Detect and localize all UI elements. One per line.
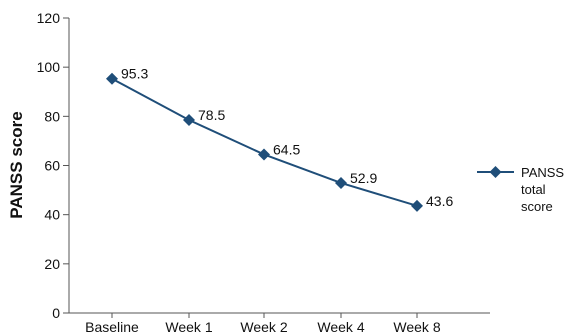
data-label: 95.3	[121, 66, 148, 82]
data-label: 43.6	[426, 193, 453, 209]
y-tick-label: 120	[37, 10, 61, 26]
y-tick-label: 80	[44, 108, 60, 124]
data-point-marker	[258, 148, 270, 161]
x-tick-label: Week 1	[165, 319, 212, 335]
series-layer: 95.3 78.5 64.5 52.9 43.6	[106, 66, 453, 212]
y-tick-label: 20	[44, 256, 60, 272]
y-tick-label: 100	[37, 59, 61, 75]
x-tick-label: Week 8	[393, 319, 440, 335]
series-line	[111, 77, 418, 207]
data-label: 78.5	[198, 107, 225, 123]
data-point-marker	[106, 72, 118, 85]
y-axis: 0 20 40 60 80 100 120	[37, 10, 70, 321]
data-point-marker	[335, 176, 347, 189]
data-point-marker	[183, 114, 195, 127]
legend-label: total	[521, 182, 546, 197]
data-label: 64.5	[273, 141, 300, 157]
data-point-marker	[411, 199, 423, 212]
x-tick-label: Week 2	[240, 319, 287, 335]
y-axis-title: PANSS score	[7, 111, 26, 218]
x-tick-label: Baseline	[85, 319, 139, 335]
y-tick-label: 60	[44, 158, 60, 174]
data-label: 52.9	[350, 170, 377, 186]
legend-label: PANSS	[521, 165, 564, 180]
legend-label: score	[521, 199, 553, 214]
y-tick-label: 40	[44, 207, 60, 223]
legend: PANSS total score	[477, 165, 564, 214]
y-tick-label: 0	[52, 305, 60, 321]
legend-marker	[489, 166, 502, 178]
x-axis: Baseline Week 1 Week 2 Week 4 Week 8	[69, 312, 490, 335]
x-tick-label: Week 4	[317, 319, 364, 335]
